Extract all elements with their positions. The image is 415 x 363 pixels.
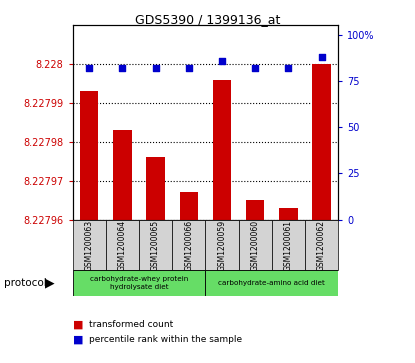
Point (252, 65, 259, 71)
Text: GDS5390 / 1399136_at: GDS5390 / 1399136_at (135, 13, 280, 26)
Text: percentile rank within the sample: percentile rank within the sample (89, 335, 242, 344)
Text: GSM1200060: GSM1200060 (251, 220, 260, 270)
FancyBboxPatch shape (205, 220, 239, 270)
Bar (146, 158, 165, 220)
FancyBboxPatch shape (239, 220, 272, 270)
Text: GSM1200059: GSM1200059 (217, 220, 227, 270)
Bar (246, 200, 264, 220)
Text: protocol: protocol (4, 278, 47, 288)
Text: GSM1200062: GSM1200062 (317, 220, 326, 270)
Point (119, 65, 126, 71)
FancyBboxPatch shape (139, 220, 172, 270)
Point (219, 58, 225, 64)
Text: ■: ■ (73, 320, 83, 330)
FancyBboxPatch shape (172, 220, 205, 270)
Point (152, 65, 159, 71)
Text: ▶: ▶ (45, 277, 55, 290)
Text: GSM1200063: GSM1200063 (85, 220, 94, 270)
Point (186, 65, 192, 71)
FancyBboxPatch shape (272, 220, 305, 270)
Text: GSM1200066: GSM1200066 (184, 220, 193, 270)
Text: carbohydrate-amino acid diet: carbohydrate-amino acid diet (218, 280, 325, 286)
Text: GSM1200064: GSM1200064 (118, 220, 127, 270)
FancyBboxPatch shape (305, 220, 338, 270)
FancyBboxPatch shape (205, 270, 338, 296)
FancyBboxPatch shape (73, 270, 205, 296)
Point (285, 65, 292, 71)
Text: ■: ■ (73, 334, 83, 344)
Bar (213, 80, 231, 220)
Text: transformed count: transformed count (89, 321, 173, 329)
Bar (113, 130, 132, 220)
Bar (180, 192, 198, 220)
Bar (80, 91, 98, 220)
Bar (279, 208, 298, 220)
FancyBboxPatch shape (106, 220, 139, 270)
FancyBboxPatch shape (73, 220, 106, 270)
Text: carbohydrate-whey protein
hydrolysate diet: carbohydrate-whey protein hydrolysate di… (90, 276, 188, 290)
Bar (312, 64, 331, 220)
Point (318, 54, 325, 60)
Text: GSM1200065: GSM1200065 (151, 220, 160, 270)
Point (86, 65, 93, 71)
Text: GSM1200061: GSM1200061 (284, 220, 293, 270)
